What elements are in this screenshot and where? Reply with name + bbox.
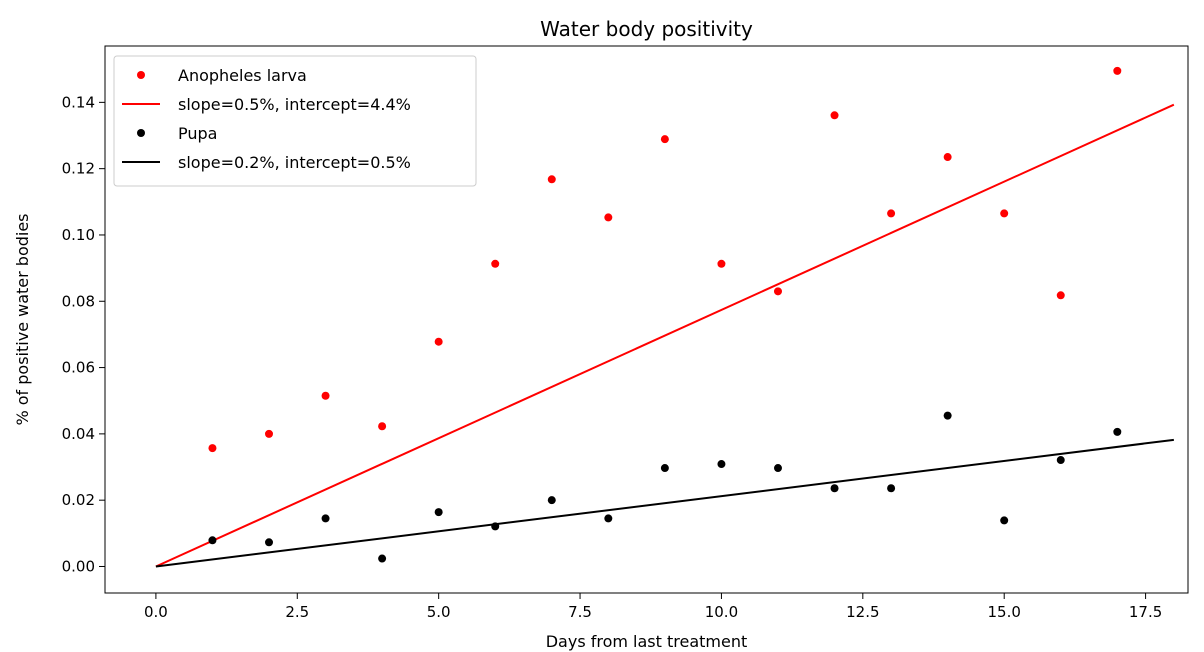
data-point [717, 259, 726, 268]
trend-line [155, 103, 1175, 568]
data-point [1000, 516, 1009, 525]
y-tick-label: 0.08 [62, 292, 95, 310]
legend-label: slope=0.2%, intercept=0.5% [178, 153, 411, 172]
chart-title: Water body positivity [540, 17, 753, 41]
series-0 [208, 66, 1122, 453]
x-tick-label: 2.5 [285, 603, 309, 621]
data-point [830, 484, 839, 493]
data-point [830, 111, 839, 120]
data-point [434, 337, 443, 346]
data-point [321, 514, 330, 523]
data-point [491, 259, 500, 268]
x-tick-label: 17.5 [1129, 603, 1162, 621]
data-point [547, 175, 556, 184]
legend-box [113, 55, 477, 187]
legend-marker-swatch [137, 71, 145, 79]
y-tick-label: 0.12 [62, 160, 95, 178]
y-tick-label: 0.06 [62, 359, 95, 377]
plot-area [155, 66, 1175, 568]
data-point [1113, 427, 1122, 436]
series-1 [155, 103, 1175, 568]
y-tick-label: 0.02 [62, 491, 95, 509]
legend-label: Pupa [178, 124, 217, 143]
data-point [208, 444, 217, 453]
data-point [604, 514, 613, 523]
data-point [660, 135, 669, 144]
data-point [321, 391, 330, 400]
y-axis: 0.00 0.02 0.04 0.06 0.08 0.10 0.12 0.14 [62, 93, 105, 575]
legend-marker-swatch [137, 129, 145, 137]
y-tick-label: 0.04 [62, 425, 95, 443]
data-point [773, 287, 782, 296]
data-point [378, 554, 387, 563]
legend: Anopheles larva slope=0.5%, intercept=4.4… [113, 55, 477, 187]
y-tick-label: 0.00 [62, 557, 95, 575]
x-tick-label: 0.0 [144, 603, 168, 621]
x-tick-label: 12.5 [846, 603, 879, 621]
series-2 [208, 411, 1122, 563]
data-point [1000, 209, 1009, 218]
data-point [887, 484, 896, 493]
legend-items: Anopheles larva slope=0.5%, intercept=4.4… [122, 66, 411, 172]
data-point [265, 538, 274, 547]
x-tick-label: 15.0 [987, 603, 1020, 621]
x-tick-label: 10.0 [705, 603, 738, 621]
x-axis: 0.0 2.5 5.0 7.5 10.0 12.5 15.0 17.5 [144, 593, 1162, 621]
y-tick-label: 0.14 [62, 93, 95, 111]
x-tick-label: 5.0 [427, 603, 451, 621]
trend-line [155, 438, 1174, 568]
data-point [1056, 291, 1065, 300]
data-point [604, 213, 613, 222]
x-tick-label: 7.5 [568, 603, 592, 621]
data-point [887, 209, 896, 218]
data-point [434, 508, 443, 517]
data-point [660, 464, 669, 473]
y-tick-label: 0.10 [62, 226, 95, 244]
plot-frame [104, 45, 1189, 594]
data-point [1113, 66, 1122, 75]
y-axis-title: % of positive water bodies [13, 213, 32, 425]
x-axis-title: Days from last treatment [546, 632, 748, 651]
data-point [547, 496, 556, 505]
series-3 [155, 438, 1174, 568]
data-point [943, 411, 952, 420]
data-point [208, 536, 217, 545]
data-point [717, 460, 726, 469]
data-point [1056, 456, 1065, 465]
data-point [773, 464, 782, 473]
legend-label: Anopheles larva [178, 66, 307, 85]
data-point [265, 429, 274, 438]
data-point [378, 422, 387, 431]
legend-label: slope=0.5%, intercept=4.4% [178, 95, 411, 114]
data-point [943, 153, 952, 162]
